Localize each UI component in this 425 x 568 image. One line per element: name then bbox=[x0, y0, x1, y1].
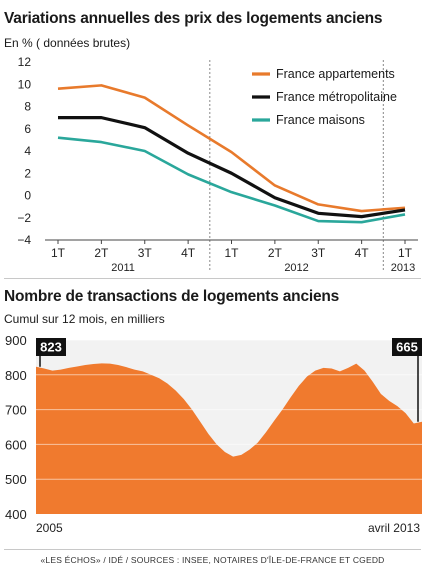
y-tick-label: 10 bbox=[18, 77, 32, 91]
end-value-label-box bbox=[392, 338, 422, 356]
y-tick-label: 600 bbox=[5, 437, 27, 452]
start-value-label: 823 bbox=[40, 340, 62, 355]
end-value-label: 665 bbox=[396, 340, 418, 355]
y-tick-label: 900 bbox=[5, 333, 27, 348]
price-variation-line-chart: 12 10 8 6 4 2 0 −2 −4 1T 2T 3T 4T 1T 2T 3T 4T 1T 2011 2012 2… bbox=[17, 55, 418, 274]
y-tick-label: −4 bbox=[17, 233, 31, 247]
x-label-end: avril 2013 bbox=[368, 521, 420, 535]
year-label: 2011 bbox=[111, 262, 135, 274]
x-tick-label: 4T bbox=[181, 246, 196, 260]
legend-label: France appartements bbox=[276, 67, 395, 81]
y-tick-label: 12 bbox=[18, 55, 32, 69]
x-label-start: 2005 bbox=[36, 521, 63, 535]
series-line bbox=[57, 136, 406, 224]
chart2-title: Nombre de transactions de logements anci… bbox=[4, 288, 340, 305]
x-tick-label: 4T bbox=[355, 246, 370, 260]
transactions-area bbox=[36, 363, 422, 514]
y-tick-label: 0 bbox=[24, 189, 31, 203]
legend-label: France maisons bbox=[276, 113, 365, 127]
chart1-title: Variations annuelles des prix des logeme… bbox=[4, 10, 383, 27]
series-line bbox=[58, 116, 406, 219]
section-divider bbox=[4, 278, 421, 279]
x-tick-label: 3T bbox=[311, 246, 326, 260]
source-divider bbox=[4, 549, 421, 550]
x-tick-label: 1T bbox=[51, 246, 66, 260]
year-label: 2013 bbox=[391, 262, 415, 274]
legend-label: France métropolitaine bbox=[276, 90, 397, 104]
chart2-subtitle: Cumul sur 12 mois, en milliers bbox=[4, 312, 165, 326]
x-tick-label: 1T bbox=[398, 246, 413, 260]
y-tick-label: 400 bbox=[5, 507, 27, 522]
y-tick-label: 8 bbox=[24, 100, 31, 114]
series-line bbox=[57, 84, 406, 213]
y-tick-label: 500 bbox=[5, 472, 27, 487]
chart1-subtitle: En % ( données brutes) bbox=[4, 36, 131, 50]
year-label: 2012 bbox=[284, 262, 308, 274]
start-value-label-box bbox=[36, 338, 66, 356]
x-tick-label: 2T bbox=[268, 246, 283, 260]
x-tick-label: 1T bbox=[224, 246, 239, 260]
x-tick-label: 2T bbox=[94, 246, 109, 260]
y-tick-label: 6 bbox=[24, 122, 31, 136]
y-tick-label: 2 bbox=[24, 166, 31, 180]
y-tick-label: 4 bbox=[24, 144, 31, 158]
transactions-area-chart: 900 800 700 600 500 400 2005 avril 2013 823 665 bbox=[5, 333, 422, 535]
y-tick-label: −2 bbox=[17, 211, 31, 225]
y-tick-label: 700 bbox=[5, 403, 27, 418]
y-tick-label: 800 bbox=[5, 368, 27, 383]
x-tick-label: 3T bbox=[138, 246, 153, 260]
source-note: «LES ÉCHOS» / IDÉ / SOURCES : INSEE, NOT… bbox=[40, 555, 385, 565]
